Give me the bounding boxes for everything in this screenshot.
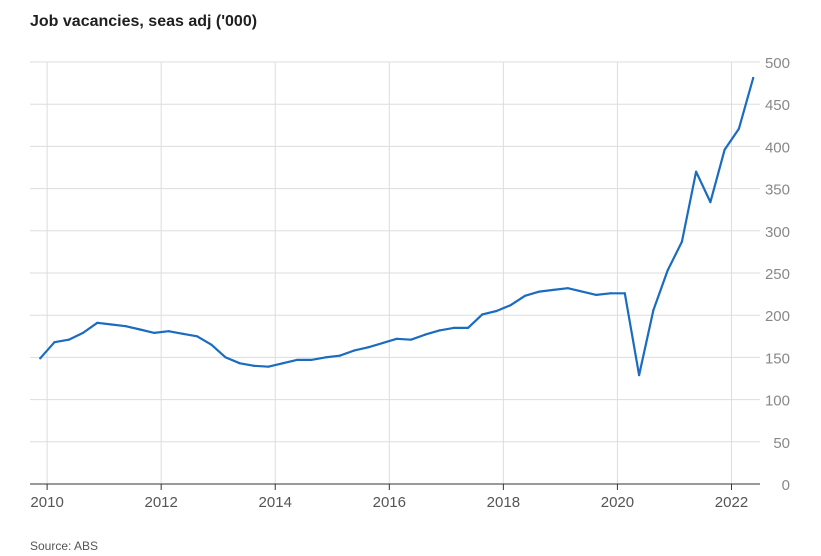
- y-tick-label: 150: [765, 350, 790, 367]
- data-point: [295, 358, 299, 362]
- x-tick-label: 2012: [144, 494, 177, 511]
- data-point: [67, 338, 70, 341]
- data-point: [253, 364, 256, 367]
- data-point: [324, 356, 327, 359]
- data-point: [566, 287, 569, 290]
- data-point: [281, 362, 284, 365]
- data-point: [438, 329, 441, 332]
- data-point: [424, 333, 427, 336]
- data-point: [352, 349, 356, 352]
- y-tick-label: 250: [765, 266, 790, 283]
- y-tick-labels: 0 50 100 150 200 250 300 350 400 450 500: [765, 55, 790, 494]
- data-point: [652, 309, 655, 312]
- y-tick-label: 350: [765, 182, 790, 199]
- data-point: [538, 290, 541, 293]
- data-point: [153, 331, 156, 335]
- y-tick-label: 450: [765, 97, 790, 114]
- data-point: [509, 303, 512, 307]
- series: [39, 76, 755, 377]
- data-point: [395, 337, 398, 340]
- data-point: [481, 313, 484, 316]
- data-point: [124, 325, 127, 328]
- data-point: [466, 326, 470, 329]
- data-point: [110, 323, 113, 326]
- data-point: [196, 335, 199, 338]
- series-line: [39, 76, 755, 377]
- data-point: [680, 240, 683, 243]
- data-point: [666, 269, 669, 272]
- x-axis: [30, 483, 760, 490]
- data-point: [310, 358, 313, 362]
- data-point: [409, 338, 413, 341]
- x-tick-label: 2014: [259, 494, 292, 511]
- data-point: [737, 127, 740, 130]
- data-point: [181, 332, 184, 335]
- data-point: [96, 321, 99, 324]
- y-tick-label: 400: [765, 139, 790, 156]
- x-tick-label: 2018: [487, 494, 520, 511]
- data-point: [338, 354, 341, 357]
- data-point: [210, 343, 213, 346]
- data-point: [267, 365, 270, 368]
- line-chart: 2010 2012 2014 2016 2018 2020 2022 0 50 100 150 20…: [30, 55, 790, 511]
- x-tick-label: 2010: [30, 494, 63, 511]
- data-point: [609, 292, 612, 295]
- data-point: [138, 328, 142, 331]
- data-point: [167, 330, 170, 333]
- chart-title: Job vacancies, seas adj ('000): [30, 13, 258, 30]
- y-tick-label: 200: [765, 308, 790, 325]
- data-point: [238, 362, 241, 365]
- data-point: [81, 331, 85, 335]
- data-point: [39, 357, 42, 360]
- y-tick-label: 50: [773, 435, 790, 452]
- y-tick-label: 500: [765, 55, 790, 72]
- data-point: [723, 148, 726, 151]
- data-point: [552, 288, 555, 291]
- y-tick-label: 0: [782, 477, 790, 494]
- gridlines: [30, 61, 760, 484]
- data-point: [709, 201, 712, 204]
- data-point: [695, 170, 698, 173]
- y-tick-label: 300: [765, 224, 790, 241]
- chart-source: Source: ABS: [30, 539, 99, 553]
- data-point: [452, 326, 455, 329]
- data-point: [367, 346, 370, 349]
- data-point: [595, 293, 598, 297]
- data-point: [623, 292, 626, 295]
- x-tick-label: 2022: [715, 494, 748, 511]
- data-point: [752, 76, 755, 80]
- data-point: [381, 341, 384, 345]
- data-point: [53, 341, 56, 344]
- data-point: [495, 309, 498, 313]
- x-tick-labels: 2010 2012 2014 2016 2018 2020 2022: [30, 494, 748, 511]
- x-tick-label: 2016: [373, 494, 406, 511]
- x-tick-label: 2020: [601, 494, 634, 511]
- y-tick-label: 100: [765, 393, 790, 410]
- data-point: [523, 294, 527, 297]
- data-point: [580, 290, 584, 293]
- data-point: [224, 356, 227, 359]
- data-point: [637, 374, 641, 377]
